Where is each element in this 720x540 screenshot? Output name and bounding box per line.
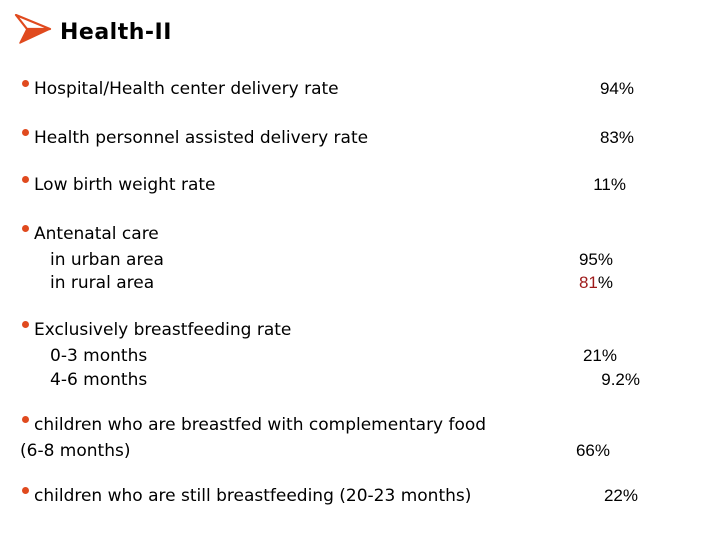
stat-row-low-birth-weight: Low birth weight rate 11% — [22, 175, 720, 199]
stat-label: Hospital/Health center delivery rate — [34, 79, 339, 99]
stat-subrow-rural: in rural area 81% — [50, 273, 720, 297]
stat-label: in urban area — [50, 250, 164, 270]
stat-value: 94% — [599, 79, 634, 98]
stat-subrow-urban: in urban area 95% — [50, 250, 720, 274]
stat-label: Antenatal care — [34, 224, 159, 244]
stat-row-exclusive-breastfeeding: Exclusively breastfeeding rate — [22, 320, 720, 344]
stat-label: in rural area — [50, 273, 155, 293]
value-highlight: 81 — [578, 273, 598, 292]
stat-label: 0-3 months — [50, 346, 148, 366]
stat-value: 11% — [593, 175, 626, 194]
stat-label: Health personnel assisted delivery rate — [34, 128, 369, 148]
stat-label: Exclusively breastfeeding rate — [34, 320, 292, 340]
arrow-bullet-icon — [14, 14, 52, 44]
stat-label: Low birth weight rate — [34, 175, 216, 195]
stat-subrow-0-3-months: 0-3 months 21% — [50, 346, 720, 370]
bullet-icon — [22, 176, 29, 183]
stat-value: 22% — [603, 486, 638, 505]
stat-row-hospital-delivery: Hospital/Health center delivery rate 94% — [22, 79, 720, 103]
stat-label: children who are breastfed with compleme… — [34, 415, 487, 435]
stat-value: 95% — [578, 250, 613, 269]
stat-value: 83% — [599, 128, 634, 147]
stat-label: 4-6 months — [50, 370, 148, 390]
stat-row-personnel-delivery: Health personnel assisted delivery rate … — [22, 128, 720, 152]
stat-row-complementary-food: children who are breastfed with compleme… — [22, 415, 720, 439]
bullet-icon — [22, 80, 29, 87]
bullet-icon — [22, 487, 29, 494]
stat-value: 66% — [575, 441, 610, 460]
bullet-icon — [22, 129, 29, 136]
stat-label: (6-8 months) — [20, 441, 131, 461]
stat-row-antenatal-care: Antenatal care — [22, 224, 720, 248]
bullet-icon — [22, 225, 29, 232]
stat-subrow-4-6-months: 4-6 months 9.2% — [50, 370, 720, 394]
stat-row-complementary-food-line2: (6-8 months) 66% — [20, 441, 720, 465]
bullet-icon — [22, 416, 29, 423]
page-title: Health-II — [60, 20, 172, 45]
stat-row-still-breastfeeding: children who are still breastfeeding (20… — [22, 486, 720, 510]
bullet-icon — [22, 321, 29, 328]
stat-value: 9.2% — [601, 370, 640, 389]
stat-value: 81% — [579, 273, 613, 293]
value-suffix: % — [597, 273, 613, 292]
stat-label: children who are still breastfeeding (20… — [34, 486, 472, 506]
stat-value: 21% — [582, 346, 617, 365]
